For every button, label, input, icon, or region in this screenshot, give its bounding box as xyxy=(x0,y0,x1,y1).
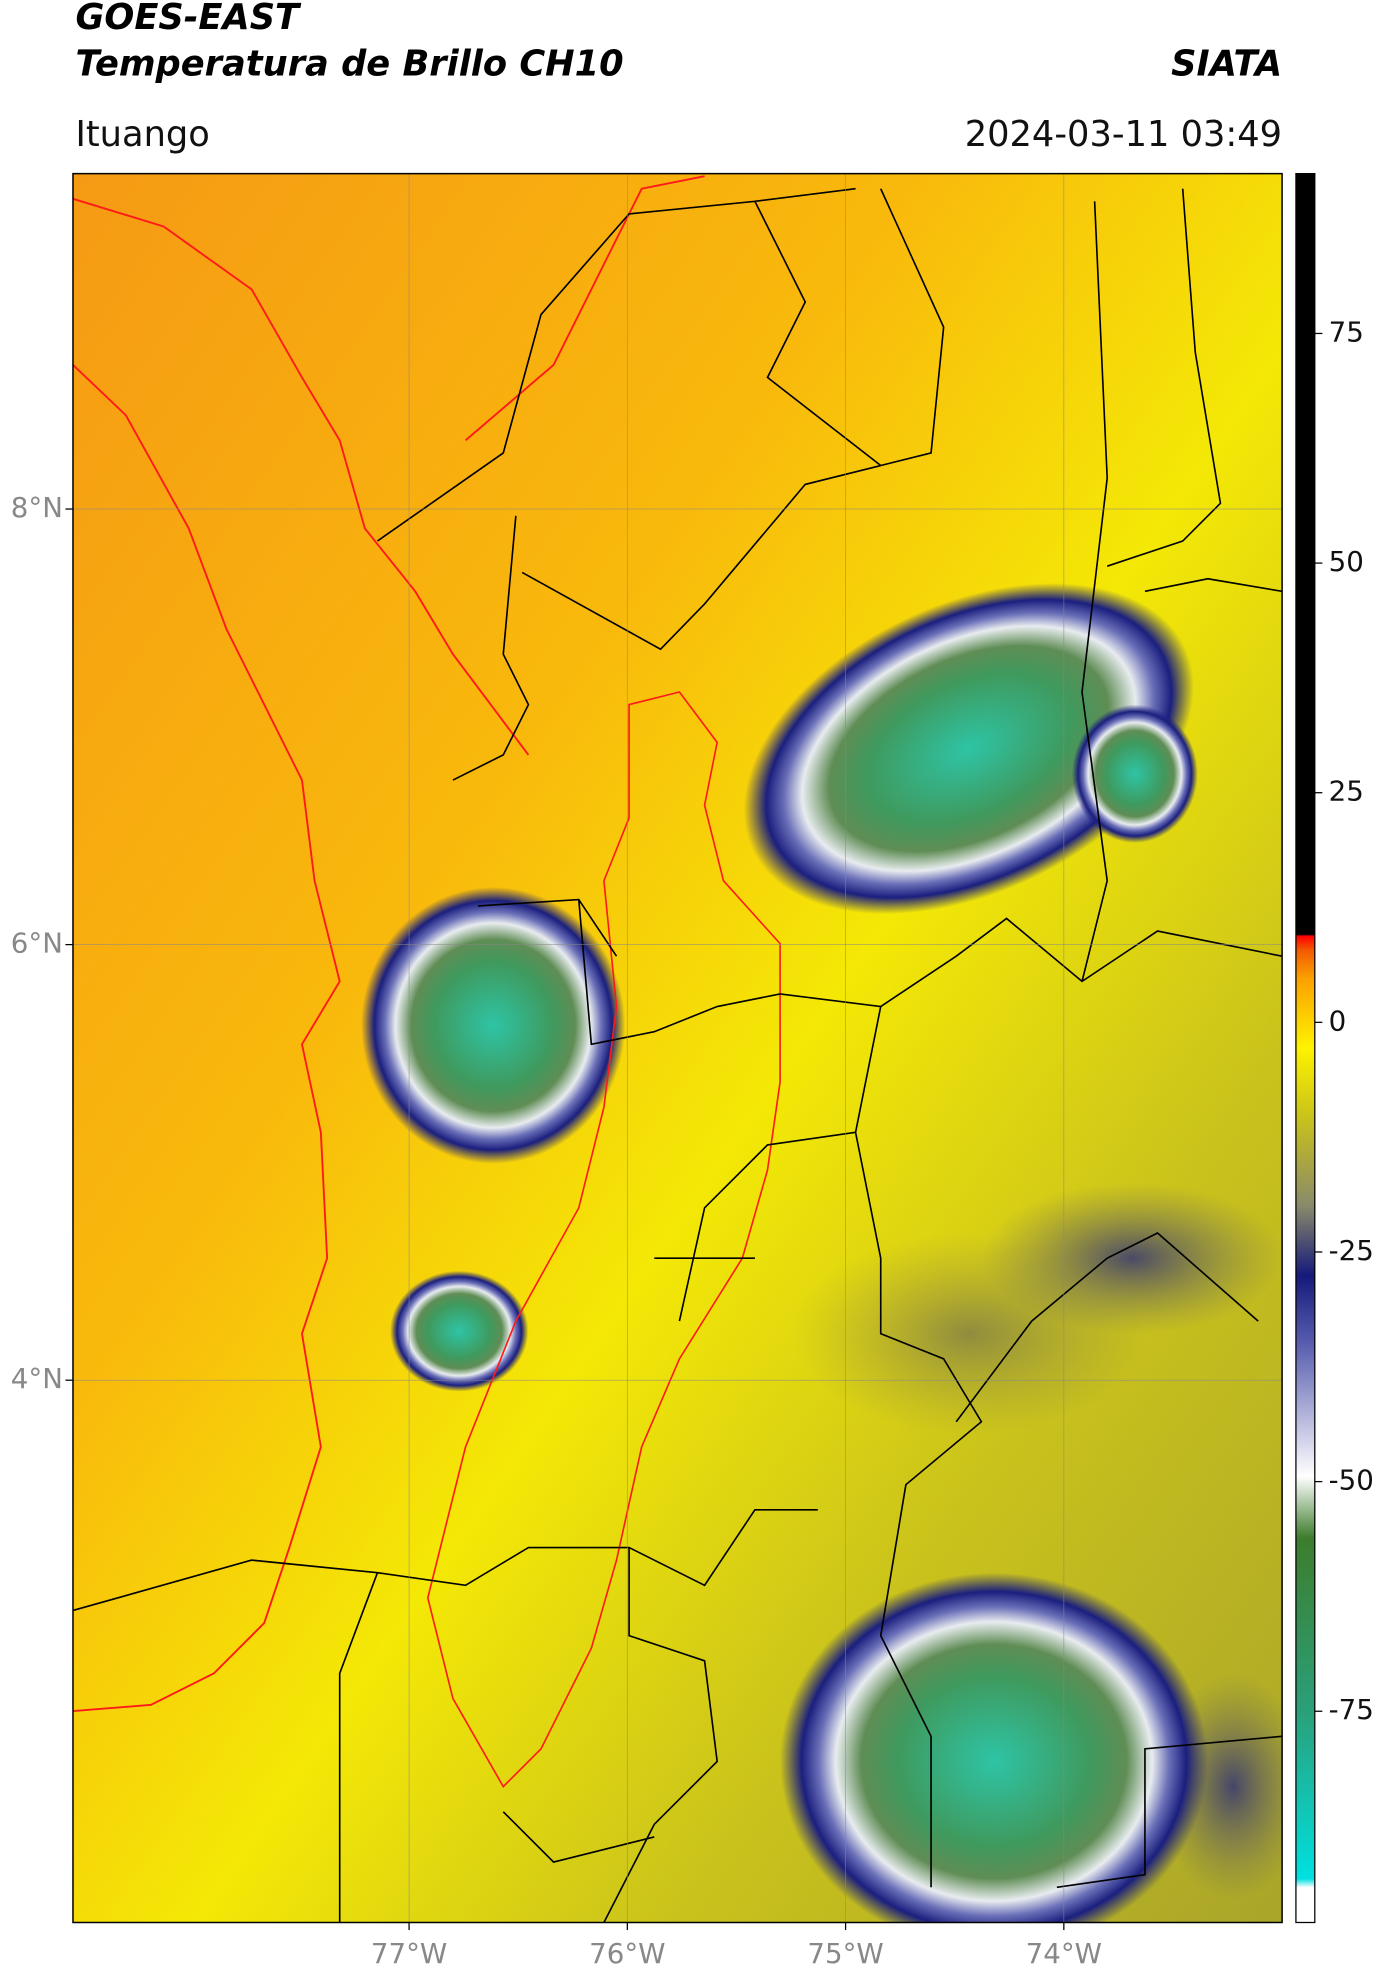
subtitle: Temperatura de Brillo CH10 xyxy=(75,43,623,84)
x-tick-label: 77°W xyxy=(371,1937,447,1970)
title: GOES-EAST xyxy=(75,0,302,38)
colorbar-tick-label: 50 xyxy=(1329,545,1364,578)
source: SIATA xyxy=(1171,43,1282,84)
x-tick-label: 74°W xyxy=(1026,1937,1102,1970)
colorbar-tick-label: 25 xyxy=(1329,775,1364,808)
storm xyxy=(780,1572,1208,1923)
storm xyxy=(1071,704,1198,843)
location: Ituango xyxy=(75,114,209,155)
y-tick-label: 4°N xyxy=(11,1362,63,1395)
x-tick-label: 76°W xyxy=(589,1937,665,1970)
x-tick-label: 75°W xyxy=(807,1937,883,1970)
coastline xyxy=(72,175,705,1713)
tick-labels: 77°W 76°W 75°W 74°W 8°N 6°N 4°N 75 50 25 0 -25 -50 -7… xyxy=(11,315,1374,1970)
storm xyxy=(361,887,626,1164)
colorbar-tick-label: -25 xyxy=(1329,1234,1374,1267)
datetime: 2024-03-11 03:49 xyxy=(965,114,1282,155)
y-tick-label: 6°N xyxy=(11,927,63,960)
colorbar-tick-label: -50 xyxy=(1329,1464,1374,1497)
graticule xyxy=(72,173,1283,1923)
map-frame xyxy=(72,172,1283,1924)
map-area xyxy=(72,173,1283,1923)
admin-borders xyxy=(72,187,1283,1923)
basin-outline xyxy=(426,691,781,1788)
colorbar-tick-label: 75 xyxy=(1329,315,1364,348)
storm xyxy=(390,1270,529,1392)
colorbar-tick-label: -75 xyxy=(1329,1693,1374,1726)
y-tick-label: 8°N xyxy=(11,491,63,524)
colorbar-tick-label: 0 xyxy=(1329,1004,1347,1037)
storm xyxy=(743,583,1194,915)
colorbar xyxy=(1295,172,1316,1924)
